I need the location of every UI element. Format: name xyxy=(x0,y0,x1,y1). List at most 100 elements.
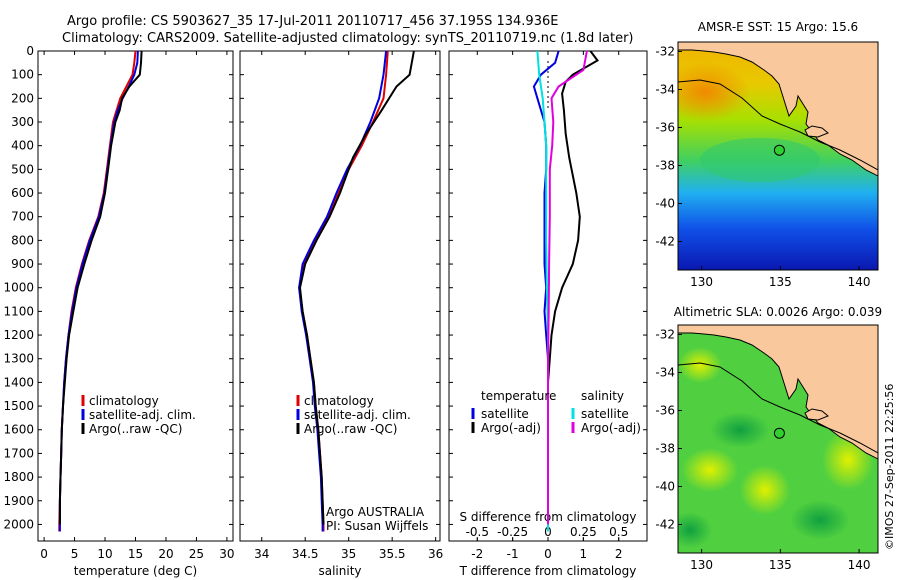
sla-land xyxy=(678,325,878,460)
legend-group-heading: salinity xyxy=(581,389,624,403)
annotation-text: Argo AUSTRALIA xyxy=(326,505,425,519)
x-tick-label: 5 xyxy=(71,547,79,561)
sla-shelf-contour xyxy=(678,362,878,454)
x-tick-label: -2 xyxy=(471,547,483,561)
map-y-tick-label: -42 xyxy=(655,518,675,532)
x-top-tick-label: 0 xyxy=(544,525,552,539)
map-x-tick-label: 130 xyxy=(690,558,713,572)
sla-dark-patch xyxy=(678,512,712,548)
sst-green-patch xyxy=(700,138,820,182)
y-tick-label: 600 xyxy=(11,186,34,200)
legend-label: satellite xyxy=(581,407,629,421)
plot-frame xyxy=(37,50,234,542)
y-tick-label: 2000 xyxy=(3,517,34,531)
y-tick-label: 1700 xyxy=(3,446,34,460)
x-tick-label: 34.5 xyxy=(292,547,319,561)
legend-label: satellite xyxy=(481,407,529,421)
x-top-tick-label: 0.25 xyxy=(570,525,597,539)
y-tick-label: 300 xyxy=(11,115,34,129)
x-tick-label: 35 xyxy=(341,547,356,561)
legend-label: climatology xyxy=(304,394,374,408)
x-tick-label: 34 xyxy=(254,547,269,561)
map-x-tick-label: 135 xyxy=(769,275,792,289)
x-top-tick-label: -0.25 xyxy=(497,525,528,539)
x-tick-label: 20 xyxy=(158,547,173,561)
y-tick-label: 1800 xyxy=(3,470,34,484)
sst-warm-patch xyxy=(678,62,750,122)
legend-label: satellite-adj. clim. xyxy=(304,408,411,422)
x-axis-label: temperature (deg C) xyxy=(74,564,197,578)
y-tick-label: 1000 xyxy=(3,281,34,295)
title-line-1: Argo profile: CS 5903627_35 17-Jul-2011 … xyxy=(67,14,558,29)
x-axis-label: salinity xyxy=(318,564,361,578)
y-tick-label: 1900 xyxy=(3,494,34,508)
map-x-tick-label: 135 xyxy=(769,558,792,572)
temperature-panel: 0100200300400500600700800900100011001200… xyxy=(3,44,234,578)
map-y-tick-label: -36 xyxy=(655,121,675,135)
y-tick-label: 900 xyxy=(11,257,34,271)
credit-label: ©IMOS 27-Sep-2011 22:25:56 xyxy=(883,384,896,550)
y-tick-label: 1500 xyxy=(3,399,34,413)
map-x-tick-label: 140 xyxy=(848,275,871,289)
map-y-tick-label: -36 xyxy=(655,404,675,418)
y-tick-label: 500 xyxy=(11,162,34,176)
y-tick-label: 1400 xyxy=(3,375,34,389)
sla-map-title: Altimetric SLA: 0.0026 Argo: 0.039 xyxy=(674,305,882,319)
salinity-panel: 34 34.5 35 35.5 36 salinity climatologysatelli… xyxy=(239,50,443,578)
map-y-tick-label: -38 xyxy=(655,159,675,173)
sla-bright-patch xyxy=(682,448,738,492)
x-tick-label: 30 xyxy=(219,547,234,561)
map-y-tick-label: -32 xyxy=(655,45,675,59)
y-tick-label: 1200 xyxy=(3,328,34,342)
legend-label: Argo(-adj) xyxy=(481,421,541,435)
title-line-2: Climatology: CARS2009. Satellite-adjuste… xyxy=(62,31,634,46)
map-y-tick-label: -34 xyxy=(655,83,675,97)
x-tick-label: 10 xyxy=(97,547,112,561)
y-tick-label: 0 xyxy=(26,44,34,58)
sst-land xyxy=(678,42,878,177)
sst-map-frame xyxy=(677,41,879,271)
y-tick-label: 1300 xyxy=(3,352,34,366)
sst-map-panel: AMSR-E SST: 15 Argo: 15.6 130 135 140 -32 -3… xyxy=(655,20,879,289)
map-y-tick-label: -40 xyxy=(655,480,675,494)
sla-map-frame xyxy=(677,324,879,554)
legend-label: Argo(..raw -QC) xyxy=(89,422,182,436)
x-tick-label: 15 xyxy=(128,547,143,561)
x-tick-label: 0 xyxy=(544,547,552,561)
legend-group-heading: temperature xyxy=(481,389,556,403)
legend-label: climatology xyxy=(89,394,159,408)
map-y-tick-label: -42 xyxy=(655,235,675,249)
x-axis-label: T difference from climatology xyxy=(459,564,637,578)
y-tick-label: 800 xyxy=(11,233,34,247)
sst-map-title: AMSR-E SST: 15 Argo: 15.6 xyxy=(698,20,858,34)
x-tick-label: 36 xyxy=(428,547,443,561)
map-x-tick-label: 130 xyxy=(690,275,713,289)
map-y-tick-label: -38 xyxy=(655,442,675,456)
sla-map-panel: Altimetric SLA: 0.0026 Argo: 0.039 130 13… xyxy=(655,305,882,572)
series-line-argo-raw-qc- xyxy=(298,50,415,525)
annotation-text: PI: Susan Wijffels xyxy=(326,519,428,533)
sla-dark-patch xyxy=(710,412,770,448)
sst-argo-marker xyxy=(773,144,785,156)
difference-panel: -2 -1 0 1 2 T difference from climatology -0.5… xyxy=(448,50,648,578)
legend-label: Argo(..raw -QC) xyxy=(304,422,397,436)
x-tick-label: -1 xyxy=(507,547,519,561)
series-line-argo-adj- xyxy=(547,50,588,525)
map-x-tick-label: 140 xyxy=(848,558,871,572)
x-top-tick-label: -0.5 xyxy=(466,525,489,539)
x-tick-label: 25 xyxy=(189,547,204,561)
y-tick-label: 200 xyxy=(11,91,34,105)
x-tick-label: 2 xyxy=(615,547,623,561)
y-tick-label: 1600 xyxy=(3,423,34,437)
map-y-tick-label: -32 xyxy=(655,328,675,342)
sla-dark-patch xyxy=(790,500,850,540)
sst-shelf-contour xyxy=(678,79,878,171)
y-tick-label: 400 xyxy=(11,139,34,153)
plot-frame xyxy=(239,50,441,542)
y-tick-label: 1100 xyxy=(3,304,34,318)
sla-argo-marker xyxy=(773,427,785,439)
map-y-tick-label: -40 xyxy=(655,197,675,211)
x-top-tick-label: 0.5 xyxy=(609,525,628,539)
x-tick-label: 35.5 xyxy=(379,547,406,561)
